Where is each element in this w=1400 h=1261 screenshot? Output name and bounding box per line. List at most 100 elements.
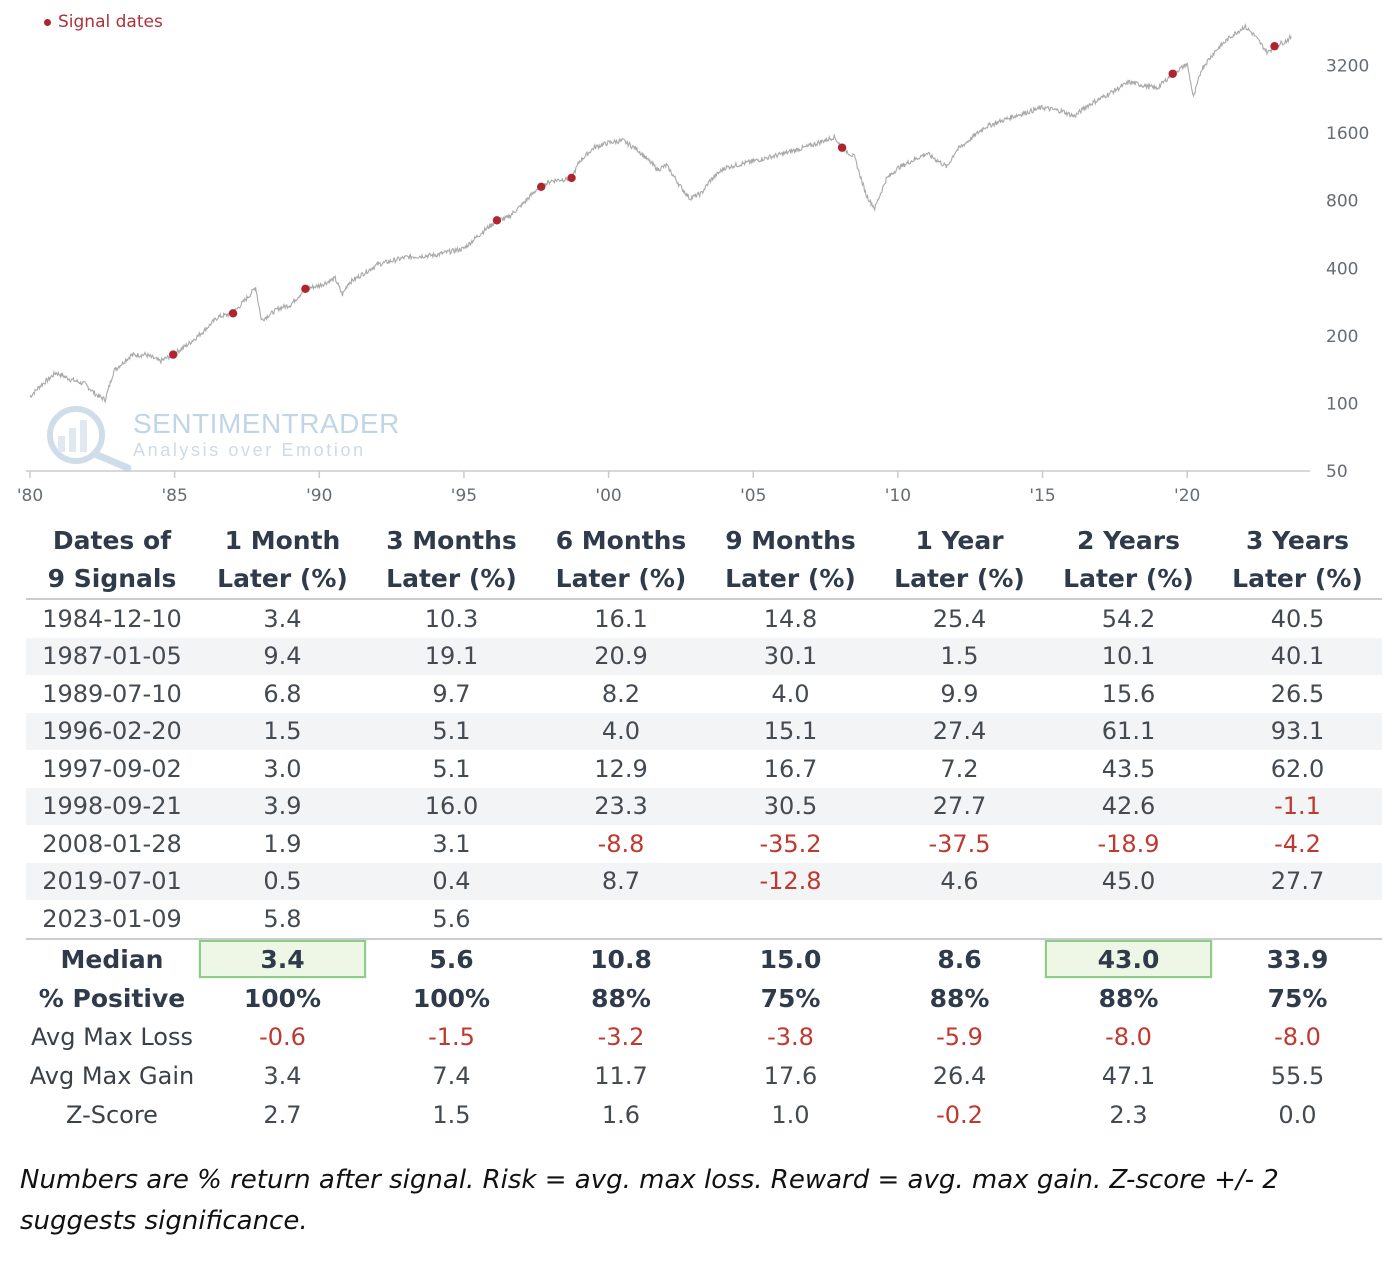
return-cell: 3.0 (263, 754, 302, 783)
signal-date-cell: 2008-01-28 (42, 829, 182, 858)
return-cell: 10.3 (424, 604, 479, 633)
return-cell: 40.5 (1270, 604, 1325, 633)
signal-point (567, 173, 576, 183)
table-row: 1997-09-02 3.0 5.1 12.9 16.7 7.2 43.5 62.0 (26, 750, 1382, 788)
signal-date-cell: 1984-12-10 (42, 604, 182, 633)
summary-value-cell: -5.9 (936, 1023, 983, 1051)
return-cell: 62.0 (1270, 754, 1325, 783)
return-cell: 3.9 (198, 787, 367, 825)
summary-row: Avg Max Loss -0.6 -1.5 -3.2 -3.8 -5.9 -8.0 -8.0 (26, 1018, 1382, 1057)
summary-value-cell: 75% (1267, 983, 1328, 1013)
column-header-line: Dates of (52, 526, 172, 555)
return-cell: 10.1 (1044, 637, 1213, 675)
return-cell: 1.9 (263, 829, 302, 858)
x-tick-label: '10 (885, 486, 911, 506)
y-tick-label: 3200 (1326, 57, 1369, 77)
column-header: 3 Months Later (%) (367, 522, 536, 600)
return-cell: 40.1 (1213, 637, 1382, 675)
summary-value-cell: 15.0 (706, 937, 875, 979)
return-cell: 19.1 (367, 637, 536, 675)
return-cell: 3.1 (432, 829, 471, 858)
column-header: 3 Years Later (%) (1213, 522, 1382, 600)
return-cell (706, 900, 875, 939)
column-header-line: 9 Signals (47, 564, 177, 593)
price-chart: '80 '85 '90 '95 '00 '05 '10 '15 '20 50 100 200 400 8… (0, 0, 1400, 515)
y-tick-label: 800 (1326, 192, 1358, 212)
summary-value-cell: 43.0 (1044, 937, 1213, 979)
return-cell: -37.5 (928, 829, 991, 858)
return-cell: 25.4 (932, 604, 987, 633)
summary-value-cell: 47.1 (1101, 1062, 1156, 1090)
column-header-line: 1 Month (224, 526, 341, 555)
return-cell: 12.9 (594, 754, 648, 783)
chart-plot-area: '80 '85 '90 '95 '00 '05 '10 '15 '20 50 100 200 400 8… (17, 23, 1369, 506)
column-header: Dates of 9 Signals (26, 522, 198, 600)
signal-date-cell: 1989-07-10 (42, 679, 182, 708)
summary-row-label: Avg Max Loss (31, 1023, 193, 1051)
column-header-line: Later (%) (1063, 564, 1194, 593)
return-cell: -12.8 (706, 862, 875, 900)
return-cell: 3.4 (263, 604, 302, 633)
column-header-line: 2 Years (1077, 526, 1180, 555)
return-cell: 6.8 (263, 679, 302, 708)
return-cell: 27.7 (875, 787, 1044, 825)
summary-value-cell: 3.4 (263, 1062, 302, 1090)
return-cell: 8.2 (601, 679, 641, 708)
summary-value-cell: -3.8 (767, 1023, 814, 1051)
summary-value-cell: 55.5 (1270, 1062, 1325, 1090)
summary-value-cell: 2.7 (263, 1101, 302, 1129)
footnote: Numbers are % return after signal. Risk … (20, 1165, 1279, 1236)
table-row: 1987-01-05 9.4 19.1 20.9 30.1 1.5 10.1 40.1 (26, 637, 1382, 675)
return-cell (536, 900, 706, 939)
x-tick-label: '20 (1174, 486, 1200, 506)
summary-value-cell: -8.0 (1105, 1023, 1152, 1051)
return-cell: 15.1 (706, 712, 875, 750)
return-cell (1213, 900, 1382, 939)
return-cell (875, 900, 1044, 939)
table-header-row: Dates of 9 Signals 1 Month Later (%) 3 Month… (26, 522, 1382, 600)
table-row: 1998-09-21 3.9 16.0 23.3 30.5 27.7 42.6 -1.1 (26, 787, 1382, 825)
column-header-line: 9 Months (725, 526, 856, 555)
table-row: 2008-01-28 1.9 3.1 -8.8 -35.2 -37.5 -18.9 -4.2 (26, 825, 1382, 863)
return-cell: 26.5 (1270, 679, 1325, 708)
signal-date-cell: 1997-09-02 (42, 754, 182, 783)
x-tick-label: '85 (161, 486, 187, 506)
y-tick-label: 100 (1326, 394, 1358, 414)
return-cell: 42.6 (1044, 787, 1213, 825)
return-cell: 5.8 (263, 904, 302, 933)
return-cell: 30.5 (706, 787, 875, 825)
column-header-line: Later (%) (386, 564, 517, 593)
summary-value-cell: 11.7 (594, 1062, 648, 1090)
return-cell: 5.1 (432, 754, 471, 783)
y-tick-label: 400 (1326, 259, 1358, 279)
column-header: 2 Years Later (%) (1044, 522, 1213, 600)
summary-value-cell: 0.0 (1278, 1101, 1317, 1129)
summary-value-cell: 10.8 (536, 937, 706, 979)
x-tick-label: '15 (1029, 486, 1055, 506)
watermark: SENTIMENTRADER Analysis over Emotion (40, 402, 399, 472)
column-header-line: Later (%) (555, 564, 687, 593)
column-header: 9 Months Later (%) (706, 522, 875, 600)
summary-value-cell: 7.4 (432, 1062, 471, 1090)
summary-value-cell: 88% (929, 983, 990, 1013)
return-cell: 5.1 (367, 712, 536, 750)
summary-value-cell: -1.5 (428, 1023, 475, 1051)
signal-point (1168, 69, 1177, 78)
signal-point (492, 216, 502, 225)
price-series-line (29, 23, 1292, 404)
return-cell: 4.6 (875, 862, 1044, 900)
return-cell: 43.5 (1101, 754, 1156, 783)
signal-point (837, 143, 847, 152)
return-cell (1044, 900, 1213, 939)
return-cell: 45.0 (1044, 862, 1213, 900)
column-header-line: Later (%) (894, 564, 1025, 593)
return-cell: 9.9 (940, 679, 979, 708)
summary-value-cell: 100% (243, 983, 322, 1013)
signal-date-cell: 1987-01-05 (26, 637, 198, 675)
summary-value-cell: 3.4 (198, 937, 367, 979)
x-tick-label: '05 (740, 486, 766, 506)
signal-date-cell: 2019-07-01 (26, 862, 198, 900)
x-tick-label: '95 (451, 486, 477, 506)
summary-value-cell: -0.6 (259, 1023, 306, 1051)
column-header-line: 1 Year (915, 526, 1004, 555)
